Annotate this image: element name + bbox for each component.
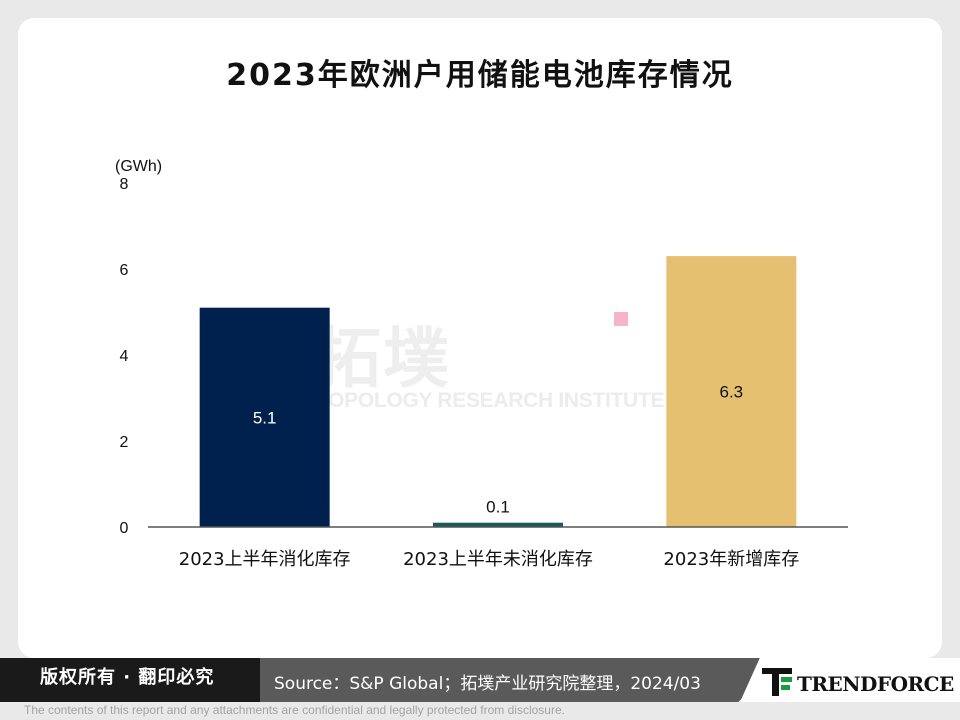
- watermark-dot: [614, 312, 628, 326]
- source-bar: [260, 658, 780, 702]
- data-label: 5.1: [253, 408, 277, 427]
- trendforce-logo-icon: [762, 668, 792, 696]
- trendforce-logo-text: TRENDFORCE: [797, 672, 954, 696]
- footer-band: 版权所有 · 翻印必究 Source：S&P Global；拓墣产业研究院整理，…: [0, 658, 960, 702]
- y-tick-label: 6: [120, 262, 129, 279]
- y-tick-label: 4: [120, 348, 129, 365]
- y-tick-label: 0: [120, 520, 129, 537]
- chart-title: 2023年欧洲户用储能电池库存情况: [226, 58, 734, 93]
- source-text: Source：S&P Global；拓墣产业研究院整理，2024/03: [274, 674, 701, 694]
- data-label: 6.3: [720, 383, 744, 402]
- x-tick-label: 2023上半年未消化库存: [403, 549, 593, 570]
- x-tick-label: 2023上半年消化库存: [179, 549, 351, 570]
- data-label: 0.1: [486, 498, 510, 517]
- bar: [199, 307, 330, 527]
- bar: [433, 522, 563, 527]
- copyright-notice: 版权所有 · 翻印必究: [0, 658, 270, 702]
- y-axis-label: (GWh): [115, 158, 162, 175]
- disclaimer: The contents of this report and any atta…: [24, 703, 565, 717]
- bar: [666, 256, 797, 527]
- y-tick-label: 8: [120, 176, 129, 193]
- watermark-subtitle: TOPOLOGY RESEARCH INSTITUTE: [316, 389, 665, 412]
- x-tick-label: 2023年新增库存: [663, 549, 799, 570]
- y-tick-label: 2: [120, 434, 129, 451]
- watermark-logo-text: 拓墣: [315, 320, 451, 397]
